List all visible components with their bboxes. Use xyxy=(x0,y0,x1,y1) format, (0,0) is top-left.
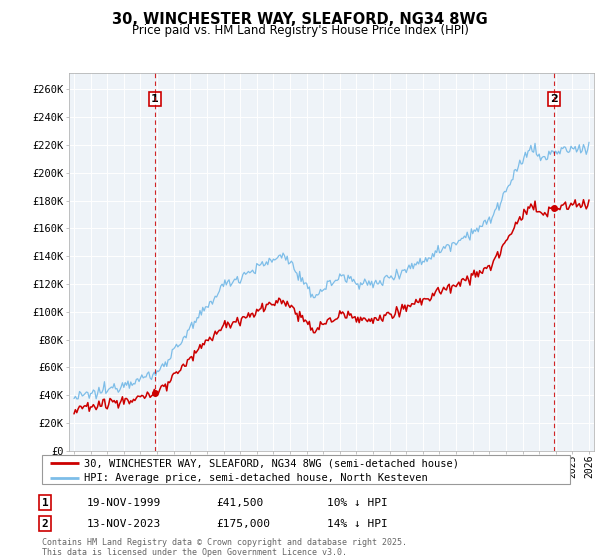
Text: 13-NOV-2023: 13-NOV-2023 xyxy=(87,519,161,529)
Text: Contains HM Land Registry data © Crown copyright and database right 2025.
This d: Contains HM Land Registry data © Crown c… xyxy=(42,538,407,557)
Text: 30, WINCHESTER WAY, SLEAFORD, NG34 8WG: 30, WINCHESTER WAY, SLEAFORD, NG34 8WG xyxy=(112,12,488,27)
Text: 14% ↓ HPI: 14% ↓ HPI xyxy=(327,519,388,529)
Text: 30, WINCHESTER WAY, SLEAFORD, NG34 8WG (semi-detached house): 30, WINCHESTER WAY, SLEAFORD, NG34 8WG (… xyxy=(84,459,459,468)
Text: £41,500: £41,500 xyxy=(216,498,263,508)
Text: HPI: Average price, semi-detached house, North Kesteven: HPI: Average price, semi-detached house,… xyxy=(84,473,428,483)
Text: 19-NOV-1999: 19-NOV-1999 xyxy=(87,498,161,508)
Text: 1: 1 xyxy=(151,94,159,104)
Text: 10% ↓ HPI: 10% ↓ HPI xyxy=(327,498,388,508)
Text: 2: 2 xyxy=(41,519,49,529)
Text: 1: 1 xyxy=(41,498,49,508)
Text: 2: 2 xyxy=(550,94,557,104)
Text: £175,000: £175,000 xyxy=(216,519,270,529)
Text: Price paid vs. HM Land Registry's House Price Index (HPI): Price paid vs. HM Land Registry's House … xyxy=(131,24,469,37)
